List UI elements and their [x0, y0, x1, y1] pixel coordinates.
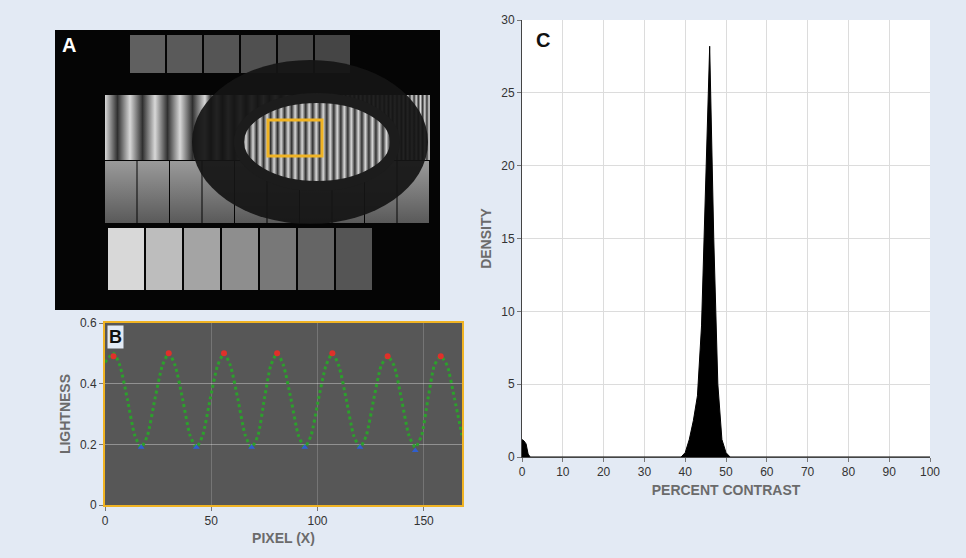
- svg-text:PERCENT CONTRAST: PERCENT CONTRAST: [652, 482, 801, 498]
- svg-text:30: 30: [638, 465, 652, 479]
- svg-text:C: C: [536, 29, 550, 51]
- svg-text:100: 100: [920, 465, 940, 479]
- svg-text:0: 0: [508, 450, 515, 464]
- svg-text:25: 25: [501, 86, 515, 100]
- svg-text:40: 40: [679, 465, 693, 479]
- svg-text:10: 10: [501, 305, 515, 319]
- svg-text:0.2: 0.2: [80, 438, 97, 452]
- svg-text:0: 0: [90, 498, 97, 512]
- svg-text:60: 60: [760, 465, 774, 479]
- svg-text:0.6: 0.6: [80, 316, 97, 330]
- svg-text:0: 0: [102, 514, 109, 528]
- svg-text:10: 10: [556, 465, 570, 479]
- svg-text:30: 30: [501, 13, 515, 27]
- svg-text:50: 50: [719, 465, 733, 479]
- svg-text:PIXEL (X): PIXEL (X): [252, 530, 315, 546]
- svg-text:150: 150: [414, 514, 434, 528]
- svg-text:0.4: 0.4: [80, 377, 97, 391]
- svg-text:90: 90: [883, 465, 897, 479]
- svg-text:15: 15: [501, 232, 515, 246]
- svg-text:50: 50: [205, 514, 219, 528]
- svg-text:20: 20: [501, 159, 515, 173]
- svg-text:70: 70: [801, 465, 815, 479]
- svg-text:B: B: [109, 327, 122, 347]
- svg-text:5: 5: [508, 377, 515, 391]
- svg-text:20: 20: [597, 465, 611, 479]
- svg-text:80: 80: [842, 465, 856, 479]
- svg-text:A: A: [62, 34, 76, 56]
- svg-text:100: 100: [307, 514, 327, 528]
- svg-text:DENSITY: DENSITY: [478, 208, 494, 269]
- svg-text:0: 0: [519, 465, 526, 479]
- svg-text:LIGHTNESS: LIGHTNESS: [57, 374, 73, 454]
